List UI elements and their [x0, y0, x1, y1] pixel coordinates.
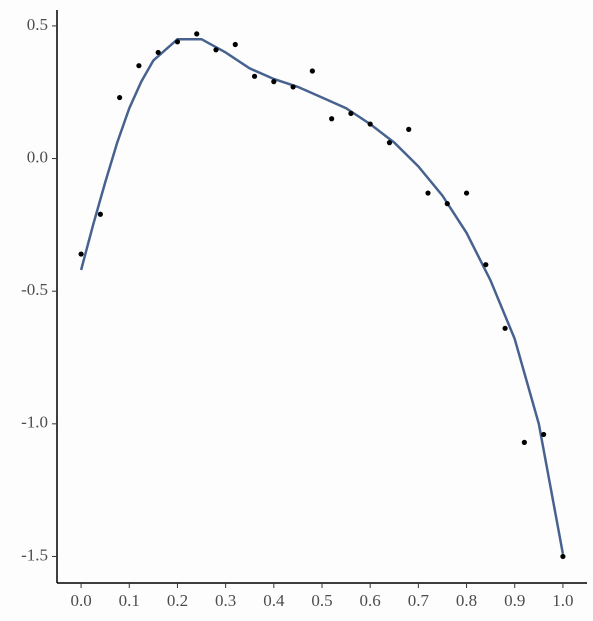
- x-tick-label: 0.5: [311, 591, 332, 610]
- point: [483, 262, 489, 268]
- point: [78, 251, 84, 257]
- x-tick-label: 0.1: [119, 591, 140, 610]
- x-tick-label: 1.0: [552, 591, 573, 610]
- x-tick-label: 0.9: [504, 591, 525, 610]
- point: [560, 553, 566, 560]
- point: [117, 94, 123, 101]
- y-tick-label: -1.5: [21, 545, 48, 564]
- point: [541, 431, 547, 438]
- point: [521, 439, 527, 446]
- x-tick-label: 0.2: [167, 591, 188, 610]
- point: [348, 110, 354, 117]
- point: [406, 126, 412, 132]
- point: [155, 49, 161, 56]
- point: [97, 211, 103, 217]
- x-tick-label: 0.3: [215, 591, 236, 610]
- point: [386, 140, 393, 146]
- point: [309, 68, 315, 74]
- x-tick-label: 0.7: [408, 591, 430, 610]
- point: [425, 190, 431, 196]
- point: [194, 31, 200, 37]
- point: [290, 84, 296, 90]
- point: [463, 190, 470, 196]
- x-tick-label: 0.0: [70, 591, 91, 610]
- point: [213, 47, 219, 53]
- point: [136, 63, 142, 69]
- x-tick-label: 0.8: [456, 591, 477, 610]
- point: [174, 39, 181, 45]
- point: [502, 325, 508, 331]
- x-tick-label: 0.6: [360, 591, 381, 610]
- y-tick-label: 0.5: [27, 15, 48, 34]
- point: [329, 116, 335, 122]
- point: [271, 79, 277, 85]
- x-tick-label: 0.4: [263, 591, 285, 610]
- y-tick-label: -1.0: [21, 413, 48, 432]
- fit-line: [79, 37, 565, 555]
- y-tick-label: -0.5: [21, 280, 48, 299]
- y-tick-label: 0.0: [27, 147, 48, 166]
- point: [232, 41, 238, 48]
- point: [251, 73, 258, 79]
- point: [367, 121, 373, 127]
- point: [444, 201, 450, 207]
